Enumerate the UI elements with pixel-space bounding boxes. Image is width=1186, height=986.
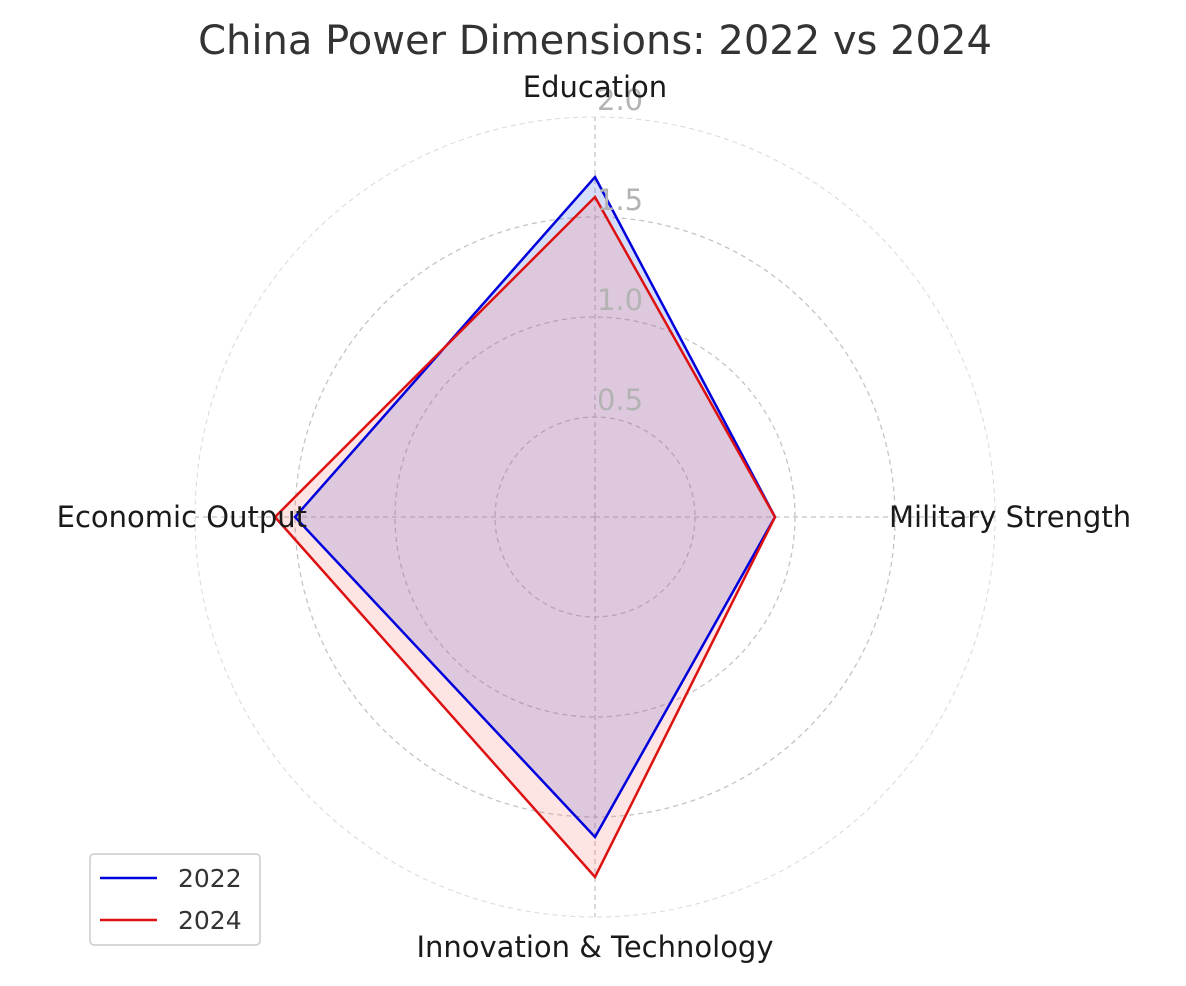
legend-label-2022: 2022	[178, 864, 242, 893]
radial-tick-label: 1.0	[597, 283, 643, 317]
series-line-2022	[293, 174, 777, 840]
axis-label: Education	[523, 70, 667, 104]
chart-title: China Power Dimensions: 2022 vs 2024	[198, 18, 992, 64]
legend-label-2024: 2024	[178, 906, 242, 935]
axis-label: Military Strength	[889, 500, 1131, 534]
series-area-2022	[295, 177, 775, 837]
radial-tick-label: 1.5	[597, 183, 643, 217]
radial-tick-labels: 0.5 1.0 1.5 2.0	[597, 83, 643, 417]
radial-tick-label: 2.0	[597, 83, 643, 117]
axis-labels: Education Military Strength Innovation & T…	[57, 70, 1131, 964]
axis-label: Economic Output	[57, 500, 307, 534]
radial-tick-label: 0.5	[597, 383, 643, 417]
radar-series	[273, 174, 777, 880]
legend: 2022 2024	[89, 853, 261, 946]
axis-label: Innovation & Technology	[416, 930, 773, 964]
series-line-2024	[273, 194, 777, 880]
radar-grid	[194, 116, 996, 918]
series-area-2024	[275, 197, 775, 877]
